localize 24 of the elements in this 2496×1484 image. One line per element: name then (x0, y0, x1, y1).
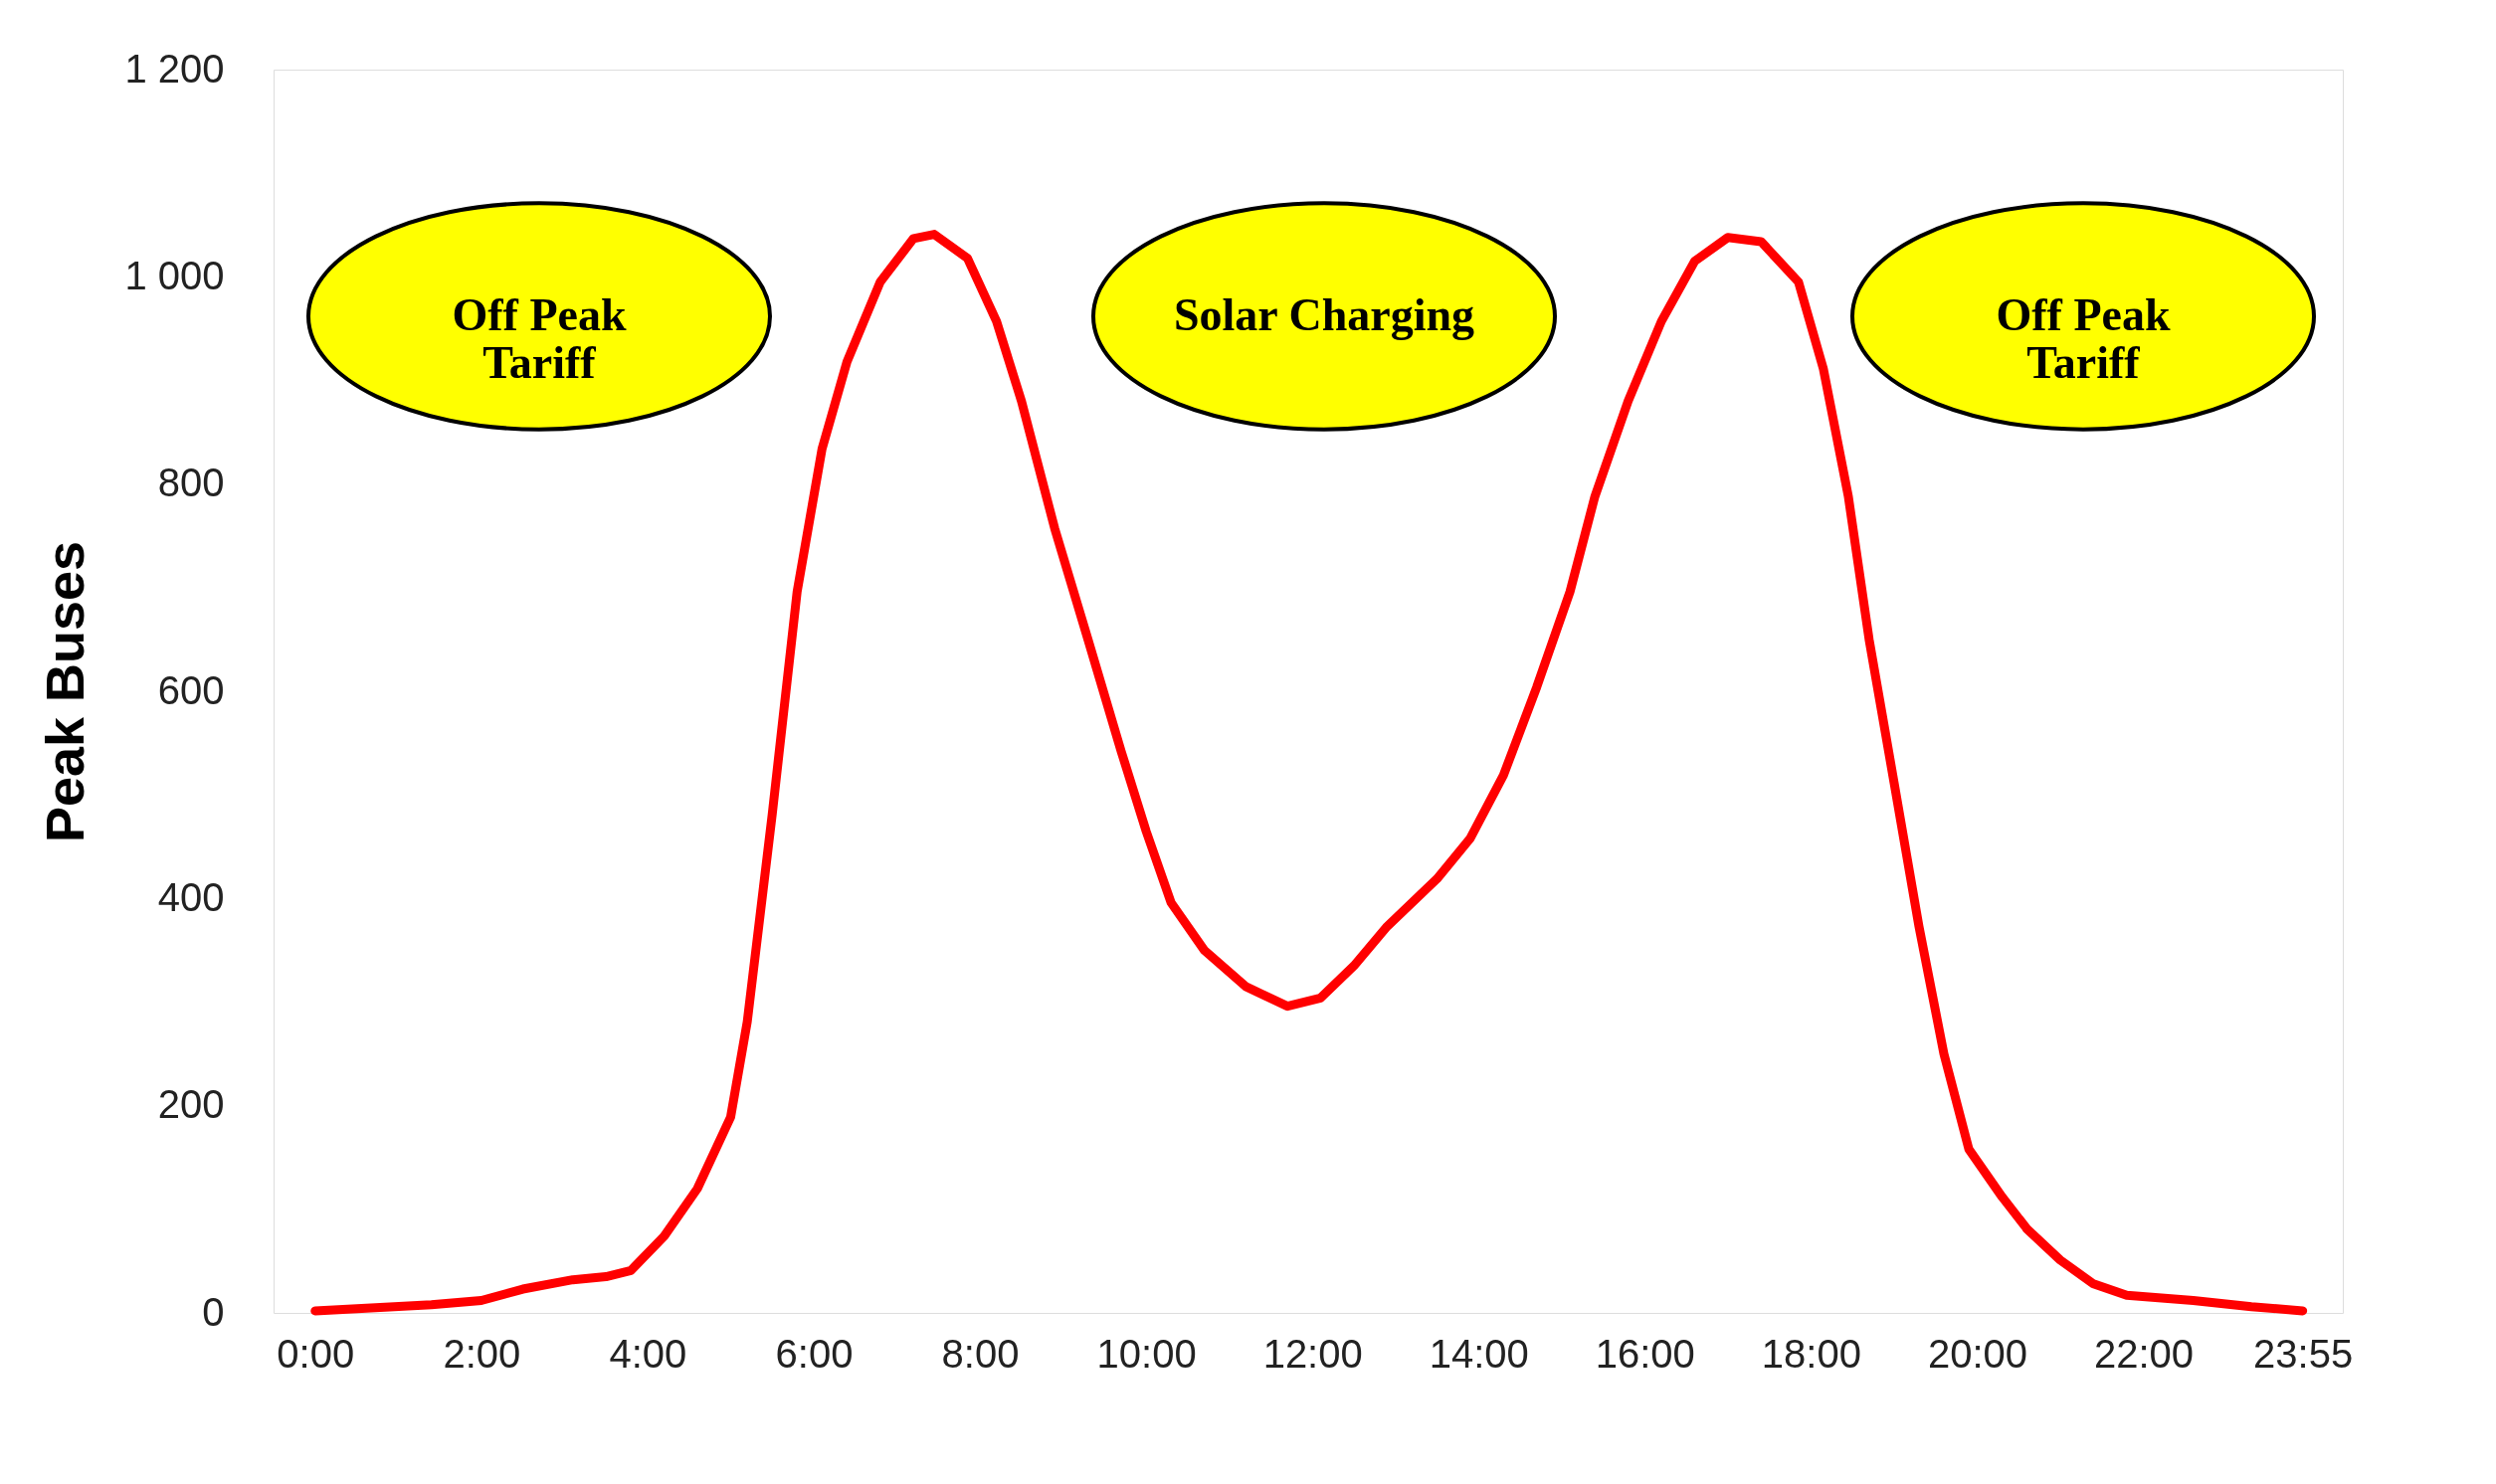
annotation: Solar Charging (1173, 289, 1475, 340)
x-tick-label: 6:00 (775, 1331, 854, 1376)
y-tick-label: 600 (157, 667, 225, 712)
x-tick-label: 2:00 (443, 1331, 521, 1376)
x-tick-label: 4:00 (609, 1331, 687, 1376)
annotation: Off Peak Tariff (1996, 289, 2171, 388)
x-tick-label: 22:00 (2093, 1331, 2195, 1376)
y-tick-label: 800 (157, 461, 225, 505)
x-tick-label: 10:00 (1096, 1331, 1197, 1376)
y-tick-label: 400 (157, 874, 225, 919)
x-tick-label: 20:00 (1927, 1331, 2027, 1376)
x-tick-label: 12:00 (1262, 1331, 1363, 1376)
y-axis-title: Peak Buses (35, 540, 96, 843)
x-tick-label: 23:55 (2253, 1331, 2354, 1376)
y-tick-label: 0 (202, 1289, 225, 1334)
annotation: Off Peak Tariff (452, 289, 627, 388)
x-tick-label: 14:00 (1429, 1331, 1529, 1376)
x-tick-label: 16:00 (1595, 1331, 1695, 1376)
y-tick-label: 200 (157, 1082, 225, 1127)
x-tick-label: 0:00 (277, 1331, 355, 1376)
x-tick-label: 18:00 (1761, 1331, 1861, 1376)
x-tick-label: 8:00 (941, 1331, 1020, 1376)
y-tick-label: 1 200 (124, 46, 225, 91)
y-tick-label: 1 000 (124, 253, 225, 297)
